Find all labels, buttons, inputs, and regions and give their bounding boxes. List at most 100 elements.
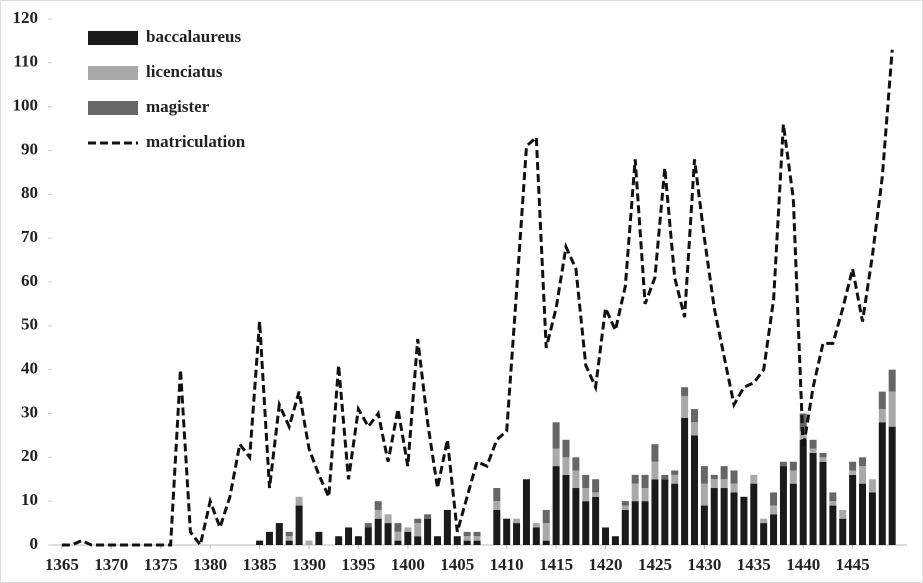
bar-segment (819, 457, 827, 462)
bar-segment (473, 540, 481, 545)
bar-segment (700, 505, 708, 545)
x-tick-label: 1370 (94, 555, 128, 574)
bar-segment (859, 483, 867, 545)
bar-segment (779, 466, 787, 545)
bar-segment (839, 509, 847, 519)
bar-segment (532, 523, 540, 528)
bar-segment (809, 448, 817, 453)
bar-segment (730, 492, 738, 545)
x-tick-label: 1380 (193, 555, 227, 574)
bar-segment (829, 505, 837, 545)
x-tick-label: 1445 (836, 555, 870, 574)
bar-segment (473, 536, 481, 541)
bar-segment (849, 470, 857, 475)
bar-segment (463, 531, 471, 537)
bar-segment (552, 466, 560, 545)
x-tick-label: 1375 (144, 555, 178, 574)
bar-segment (720, 466, 728, 480)
bar-segment (690, 422, 698, 436)
bar-segment (493, 488, 501, 502)
bar-segment (592, 496, 600, 545)
bar-segment (819, 461, 827, 545)
bar-segment (394, 523, 402, 532)
x-tick-label: 1395 (341, 555, 375, 574)
bar-segment (542, 523, 550, 541)
bar-segment (562, 457, 570, 475)
bar-segment (542, 509, 550, 524)
bar-segment (641, 501, 649, 545)
bar-segment (631, 474, 639, 484)
bar-segment (661, 474, 669, 480)
bar-segment (611, 536, 619, 545)
legend-label: magister (146, 97, 210, 116)
bar-segment (671, 470, 679, 475)
y-tick-label: 100 (13, 96, 39, 115)
bar-segment (700, 483, 708, 506)
bar-segment (888, 391, 896, 427)
bar-segment (809, 439, 817, 449)
bar-segment (414, 523, 422, 537)
bar-segment (364, 523, 372, 528)
bar-segment (285, 531, 293, 537)
bar-segment (849, 461, 857, 471)
bar-segment (433, 536, 441, 545)
bar-segment (809, 452, 817, 545)
bar-segment (888, 426, 896, 545)
bar-segment (621, 501, 629, 506)
bar-segment (829, 492, 837, 502)
bar-segment (641, 474, 649, 489)
bar-segment (631, 483, 639, 502)
bar-segment (572, 457, 580, 471)
legend-label: matriculation (146, 132, 246, 151)
bar-segment (730, 470, 738, 484)
y-tick-label: 40 (21, 359, 38, 378)
bar-segment (700, 466, 708, 484)
bar-segment (582, 474, 590, 489)
bar-segment (354, 536, 362, 545)
legend-label: baccalaureus (146, 27, 241, 46)
bar-segment (374, 509, 382, 519)
bar-segment (799, 431, 807, 440)
bar-segment (582, 501, 590, 545)
bar-segment (710, 474, 718, 480)
legend-swatch (88, 101, 138, 115)
x-tick-label: 1400 (391, 555, 425, 574)
bar-segment (770, 505, 778, 515)
x-tick-label: 1390 (292, 555, 326, 574)
bar-segment (770, 514, 778, 545)
bar-segment (493, 509, 501, 545)
y-tick-label: 20 (21, 446, 38, 465)
bar-segment (592, 492, 600, 497)
bar-segment (602, 527, 610, 545)
legend-swatch (88, 66, 138, 80)
bar-segment (374, 518, 382, 545)
bar-segment (463, 540, 471, 545)
bar-segment (552, 422, 560, 449)
bar-segment (621, 509, 629, 545)
bar-segment (750, 483, 758, 545)
bar-segment (681, 417, 689, 545)
bar-segment (513, 523, 521, 545)
bar-segment (868, 479, 876, 493)
bar-segment (384, 514, 392, 524)
bar-segment (888, 369, 896, 392)
bar-segment (671, 474, 679, 484)
bar-segment (345, 527, 353, 545)
bar-segment (394, 531, 402, 541)
bar-segment (671, 483, 679, 545)
bar-segment (285, 536, 293, 541)
bar-segment (878, 422, 886, 545)
bar-segment (710, 479, 718, 489)
x-tick-label: 1410 (490, 555, 524, 574)
bar-segment (631, 501, 639, 545)
x-tick-label: 1435 (737, 555, 771, 574)
bar-segment (522, 479, 530, 545)
bar-segment (839, 518, 847, 545)
bar-segment (720, 488, 728, 545)
bar-segment (651, 461, 659, 480)
bar-segment (335, 536, 343, 545)
bar-segment (256, 540, 264, 545)
legend-label: licenciatus (146, 62, 223, 81)
bar-segment (542, 540, 550, 545)
legend-swatch (88, 31, 138, 45)
